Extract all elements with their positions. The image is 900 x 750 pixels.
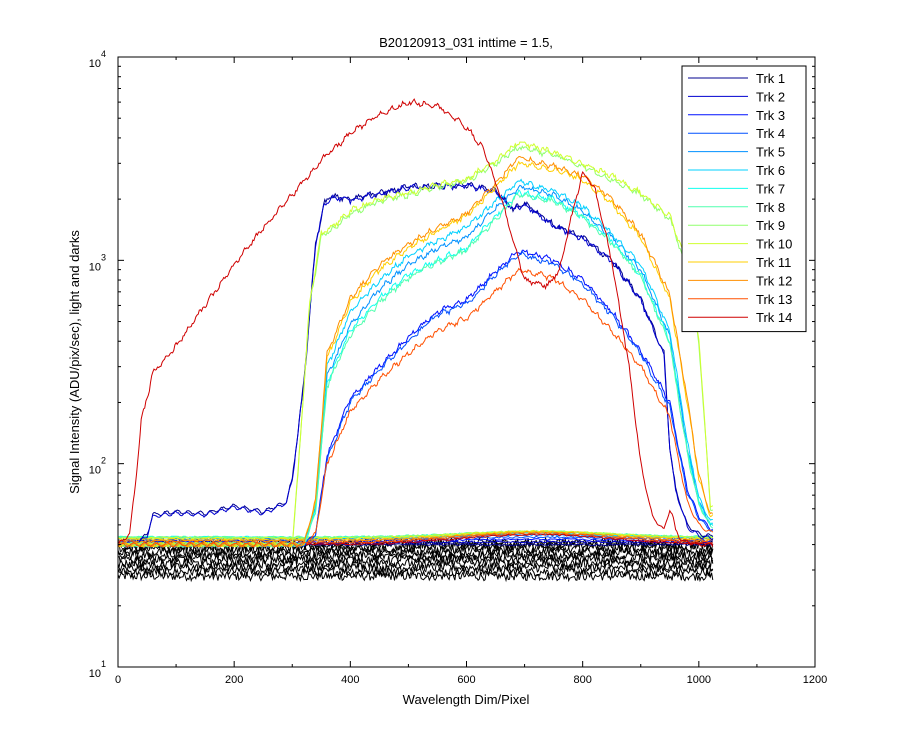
legend-label: Trk 13	[756, 292, 792, 307]
x-tick-label: 1000	[687, 674, 711, 686]
x-tick-label: 800	[573, 674, 591, 686]
y-tick-label: 102	[89, 456, 106, 477]
x-tick-label: 200	[225, 674, 243, 686]
legend-label: Trk 14	[756, 310, 792, 325]
y-tick-label: 103	[89, 252, 106, 273]
x-axis-label: Wavelength Dim/Pixel	[403, 692, 530, 707]
legend-label: Trk 12	[756, 273, 792, 288]
x-tick-label: 600	[457, 674, 475, 686]
series-line-14	[118, 98, 714, 547]
legend-label: Trk 7	[756, 181, 785, 196]
series-line-5	[118, 184, 713, 548]
y-tick-label: 101	[89, 659, 106, 680]
x-tick-label: 0	[115, 674, 121, 686]
series-line-2	[118, 182, 713, 548]
chart-title: B20120913_031 inttime = 1.5,	[379, 35, 553, 50]
legend-box	[681, 65, 807, 333]
dark-frame-line	[118, 570, 714, 583]
legend-label: Trk 1	[756, 71, 785, 86]
baseline-line	[118, 531, 713, 543]
series-line-11	[118, 160, 714, 548]
legend-label: Trk 11	[756, 255, 791, 270]
legend-label: Trk 3	[756, 108, 785, 123]
legend-label: Trk 6	[756, 163, 785, 178]
series-line-13	[118, 267, 714, 548]
y-tick-label: 104	[89, 49, 106, 70]
legend: Trk 1 Trk 2 Trk 3 Trk 4 Trk 5 Trk 6 Trk 7 Trk 8…	[681, 65, 807, 333]
y-axis-label: Signal Intensity (ADU/pix/sec), light an…	[67, 230, 82, 494]
series-line-12	[118, 155, 714, 548]
legend-label: Trk 10	[756, 237, 792, 252]
series-line-1	[118, 181, 714, 547]
x-tick-label: 1200	[803, 674, 827, 686]
legend-label: Trk 5	[756, 145, 785, 160]
dark-frame-line	[118, 542, 714, 556]
legend-label: Trk 2	[756, 89, 785, 104]
legend-label: Trk 9	[756, 218, 785, 233]
legend-label: Trk 8	[756, 200, 785, 215]
x-tick-label: 400	[341, 674, 359, 686]
legend-label: Trk 4	[756, 126, 785, 141]
